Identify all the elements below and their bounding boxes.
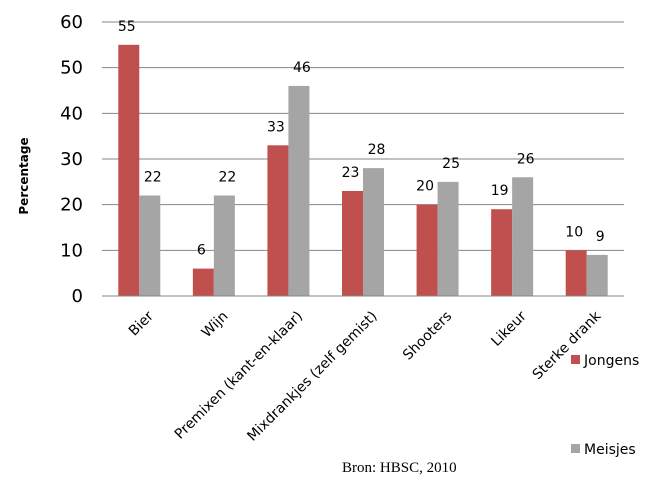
bar-meisjes <box>139 195 161 296</box>
data-labels: 55 22 6 22 33 46 23 28 20 25 19 26 10 9 <box>118 19 605 259</box>
data-label-meisjes: 9 <box>596 229 605 245</box>
bar-meisjes <box>363 168 384 296</box>
category-label: Shooters <box>400 308 455 363</box>
data-label-jongens: 19 <box>491 183 509 199</box>
data-label-jongens: 6 <box>197 243 206 259</box>
bar-meisjes <box>437 181 459 296</box>
bar-jongens <box>118 44 140 297</box>
bar-jongens <box>267 145 289 296</box>
data-label-meisjes: 26 <box>517 151 535 167</box>
category-label: Likeur <box>488 308 530 350</box>
y-tick-label: 10 <box>60 240 83 261</box>
y-tick-label: 30 <box>60 149 83 170</box>
legend-swatch-jongens <box>571 355 580 364</box>
bar-jongens <box>565 250 587 296</box>
category-label: Premixen (kant-en-klaar) <box>172 308 306 442</box>
category-label: Sterke drank <box>530 308 605 383</box>
data-label-meisjes: 28 <box>368 142 386 158</box>
category-label: Bier <box>126 308 157 339</box>
bar-jongens <box>491 209 513 296</box>
bar-meisjes <box>586 254 608 296</box>
y-tick-label: 50 <box>60 58 83 79</box>
data-label-meisjes: 22 <box>218 170 236 186</box>
y-axis-ticks: 0 10 20 30 40 50 60 <box>60 12 83 307</box>
legend-swatch-meisjes <box>571 444 580 453</box>
bar-meisjes <box>512 177 534 296</box>
y-tick-label: 20 <box>60 195 83 216</box>
data-label-jongens: 20 <box>416 179 434 195</box>
y-tick-label: 0 <box>72 286 83 307</box>
data-label-meisjes: 25 <box>442 156 460 172</box>
data-label-jongens: 55 <box>118 19 136 35</box>
bar-jongens <box>342 190 363 296</box>
bar-jongens <box>416 204 438 296</box>
y-tick-label: 60 <box>60 12 83 33</box>
data-label-meisjes: 22 <box>144 170 162 186</box>
y-tick-label: 40 <box>60 103 83 124</box>
legend-label-meisjes: Meisjes <box>584 442 636 458</box>
category-label: Mixdrankjes (zelf gemist) <box>244 308 380 444</box>
gridlines <box>102 21 624 251</box>
legend-label-jongens: Jongens <box>583 353 639 369</box>
data-label-meisjes: 46 <box>293 60 311 76</box>
bar-jongens <box>192 268 214 296</box>
source-note: Bron: HBSC, 2010 <box>342 460 457 476</box>
bar-meisjes <box>213 195 235 296</box>
bar-meisjes <box>288 85 310 296</box>
data-label-jongens: 23 <box>342 165 360 181</box>
data-label-jongens: 33 <box>267 119 285 135</box>
category-label: Wijn <box>199 308 232 341</box>
legend: Jongens Meisjes <box>571 353 639 458</box>
bars <box>118 44 608 297</box>
y-axis-label: Percentage <box>17 137 31 214</box>
data-label-jongens: 10 <box>565 224 583 240</box>
